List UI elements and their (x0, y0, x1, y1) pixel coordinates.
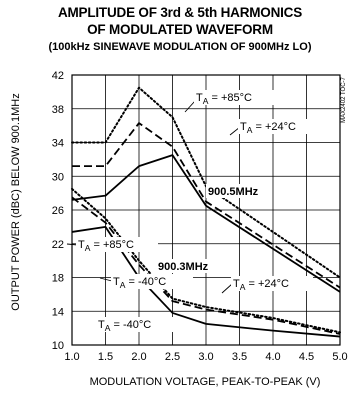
x-tick-label: 3.5 (232, 351, 247, 363)
x-tick-label: 3.0 (198, 351, 213, 363)
x-tick-label: 5.0 (332, 351, 347, 363)
series-line-4 (71, 196, 341, 335)
y-tick-label: 34 (52, 138, 64, 150)
label-900-3mhz: 900.3MHz (158, 261, 209, 273)
x-tick-label: 2.5 (165, 351, 180, 363)
x-tick-label: 1.0 (64, 351, 79, 363)
annotation-ta-24-bot: TA = +24°C (233, 278, 289, 292)
annotation-ta-40-top: TA = -40°C (113, 276, 166, 290)
label-900-5mhz-bg (206, 184, 268, 198)
annotation-ta-85-mid-bg (76, 237, 158, 252)
x-tick-labels: 1.0 1.5 2.0 2.5 3.0 3.5 4.0 4.5 5.0 (64, 351, 347, 363)
leader-line (221, 283, 233, 294)
annotation-ta-40-bot-bg (96, 317, 178, 332)
y-tick-label: 14 (52, 306, 64, 318)
label-900-3mhz-bg (156, 259, 218, 273)
series-line-0 (71, 86, 341, 279)
series-line-5 (71, 225, 341, 338)
part-code-label: MAX2402 TOC-7 (341, 76, 347, 122)
annotation-ta-85-top: TA = +85°C (196, 92, 252, 106)
chart-subtitle: (100kHz SINEWAVE MODULATION OF 900MHz LO… (48, 41, 312, 53)
annotation-ta-24-bot-bg (231, 276, 313, 291)
leader-line (184, 100, 196, 113)
y-axis-label: OUTPUT POWER (dBC) BELOW 900.1MHz (10, 93, 22, 310)
annotations: TA = +85°C TA = +24°C TA = -40°C TA = +85°C… (76, 90, 320, 333)
x-tick-label: 1.5 (98, 351, 113, 363)
x-tick-label: 2.0 (131, 351, 146, 363)
series-line-3 (71, 187, 341, 334)
annotation-ta-85-mid: TA = +85°C (78, 239, 134, 253)
grid-lines (71, 74, 341, 346)
plot-frame (71, 74, 341, 346)
x-axis-label: MODULATION VOLTAGE, PEAK-TO-PEAK (V) (90, 376, 321, 388)
x-tick-label: 4.5 (299, 351, 314, 363)
x-tick-label: 4.0 (265, 351, 280, 363)
annotation-ta-40-bot: TA = -40°C (98, 319, 151, 333)
leader-line (99, 277, 113, 282)
annotation-ta-40-top-bg (111, 274, 193, 289)
y-tick-label: 10 (52, 340, 64, 352)
y-tick-label: 30 (52, 171, 64, 183)
y-tick-label: 22 (52, 239, 64, 251)
annotation-ta-24-top: TA = +24°C (240, 121, 296, 135)
chart-title: AMPLITUDE OF 3rd & 5th HARMONICS (57, 5, 303, 20)
y-tick-labels: 10 14 18 22 26 30 34 38 42 (52, 70, 64, 352)
series-lines (71, 86, 341, 338)
y-tick-label: 42 (52, 70, 64, 82)
label-900-5mhz: 900.5MHz (208, 186, 259, 198)
y-tick-label: 18 (52, 273, 64, 285)
y-tick-label: 38 (52, 104, 64, 116)
annotation-ta-85-top-bg (194, 90, 276, 105)
y-tick-label: 26 (52, 205, 64, 217)
annotation-ta-24-top-bg (238, 119, 320, 134)
chart-title-line2: OF MODULATED WAVEFORM (87, 22, 273, 37)
series-line-2 (71, 154, 341, 293)
series-line-1 (72, 122, 341, 289)
